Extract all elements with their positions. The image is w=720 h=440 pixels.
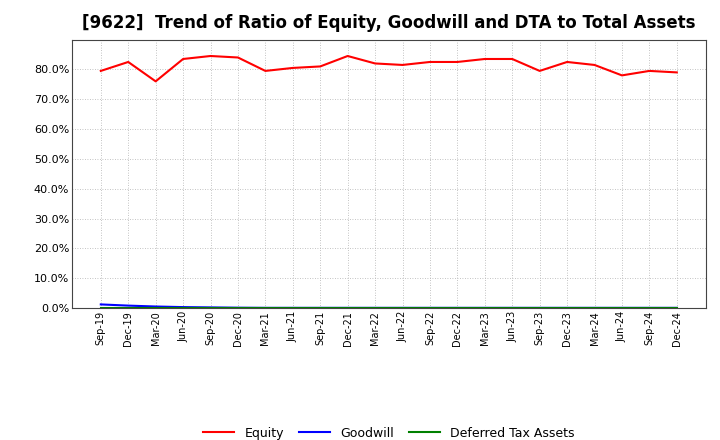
Equity xyxy=(233,55,242,60)
Deferred Tax Assets xyxy=(618,305,626,311)
Deferred Tax Assets xyxy=(563,305,572,311)
Deferred Tax Assets xyxy=(398,305,407,311)
Deferred Tax Assets xyxy=(672,305,681,311)
Equity xyxy=(672,70,681,75)
Deferred Tax Assets xyxy=(343,305,352,311)
Goodwill xyxy=(536,305,544,311)
Equity xyxy=(398,62,407,68)
Deferred Tax Assets xyxy=(453,305,462,311)
Goodwill xyxy=(563,305,572,311)
Equity xyxy=(179,56,187,62)
Deferred Tax Assets xyxy=(426,305,434,311)
Equity xyxy=(563,59,572,65)
Equity xyxy=(508,56,516,62)
Goodwill xyxy=(618,305,626,311)
Deferred Tax Assets xyxy=(289,305,297,311)
Goodwill xyxy=(316,305,325,311)
Equity xyxy=(590,62,599,68)
Goodwill xyxy=(179,304,187,310)
Equity xyxy=(426,59,434,65)
Legend: Equity, Goodwill, Deferred Tax Assets: Equity, Goodwill, Deferred Tax Assets xyxy=(203,427,575,440)
Line: Goodwill: Goodwill xyxy=(101,304,677,308)
Goodwill xyxy=(289,305,297,311)
Deferred Tax Assets xyxy=(316,305,325,311)
Deferred Tax Assets xyxy=(124,305,132,311)
Title: [9622]  Trend of Ratio of Equity, Goodwill and DTA to Total Assets: [9622] Trend of Ratio of Equity, Goodwil… xyxy=(82,15,696,33)
Deferred Tax Assets xyxy=(206,305,215,311)
Deferred Tax Assets xyxy=(508,305,516,311)
Deferred Tax Assets xyxy=(536,305,544,311)
Goodwill xyxy=(672,305,681,311)
Equity xyxy=(206,53,215,59)
Equity xyxy=(261,68,270,73)
Goodwill xyxy=(426,305,434,311)
Equity xyxy=(124,59,132,65)
Goodwill xyxy=(151,304,160,309)
Equity xyxy=(536,68,544,73)
Deferred Tax Assets xyxy=(261,305,270,311)
Equity xyxy=(343,53,352,59)
Goodwill xyxy=(233,305,242,310)
Goodwill xyxy=(398,305,407,311)
Equity xyxy=(618,73,626,78)
Goodwill xyxy=(96,302,105,307)
Equity xyxy=(151,79,160,84)
Equity xyxy=(453,59,462,65)
Goodwill xyxy=(590,305,599,311)
Deferred Tax Assets xyxy=(96,305,105,311)
Equity xyxy=(96,68,105,73)
Deferred Tax Assets xyxy=(233,305,242,311)
Goodwill xyxy=(124,303,132,308)
Deferred Tax Assets xyxy=(590,305,599,311)
Line: Equity: Equity xyxy=(101,56,677,81)
Goodwill xyxy=(261,305,270,311)
Goodwill xyxy=(343,305,352,311)
Goodwill xyxy=(206,305,215,310)
Equity xyxy=(645,68,654,73)
Goodwill xyxy=(371,305,379,311)
Deferred Tax Assets xyxy=(480,305,489,311)
Deferred Tax Assets xyxy=(371,305,379,311)
Goodwill xyxy=(508,305,516,311)
Deferred Tax Assets xyxy=(645,305,654,311)
Equity xyxy=(289,65,297,70)
Equity xyxy=(316,64,325,69)
Deferred Tax Assets xyxy=(151,305,160,311)
Equity xyxy=(371,61,379,66)
Goodwill xyxy=(453,305,462,311)
Deferred Tax Assets xyxy=(179,305,187,311)
Equity xyxy=(480,56,489,62)
Goodwill xyxy=(645,305,654,311)
Goodwill xyxy=(480,305,489,311)
